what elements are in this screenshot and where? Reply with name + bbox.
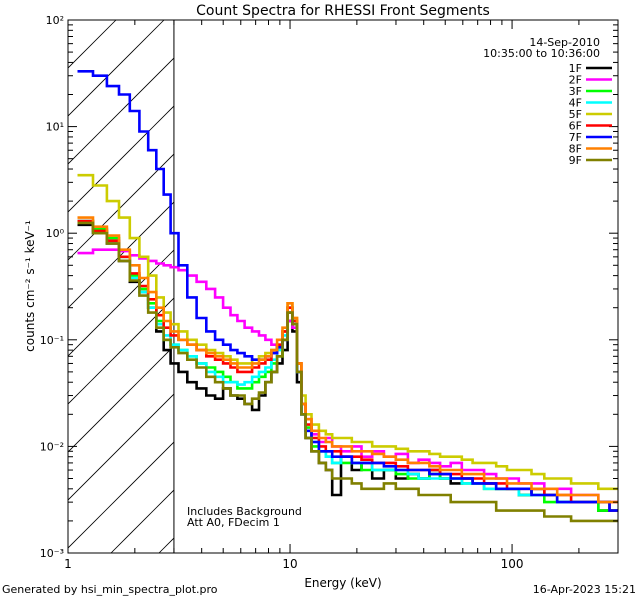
hatch-line [591,20,640,553]
legend-label-9f: 9F [569,154,582,167]
legend-label-1f: 1F [569,62,582,75]
y-tick-label: 10¹ [46,121,64,134]
legend-label-4f: 4F [569,97,582,110]
hatch-line [68,249,174,357]
y-tick-label: 10⁰ [46,227,65,240]
series-line-8f [77,216,618,504]
legend-label-8f: 8F [569,143,582,156]
hatch-line [68,201,174,309]
series-layer [77,70,618,523]
chart-title: Count Spectra for RHESSI Front Segments [196,3,490,19]
series-line-1f [77,223,618,512]
y-tick-label: 10⁻³ [40,547,64,560]
footer-timestamp: 16-Apr-2023 15:21 [532,583,636,596]
hatch-line [68,20,117,69]
date-label: 14-Sep-2010 [529,36,600,49]
x-tick-label: 100 [501,557,524,571]
hatch-line [68,105,174,213]
series-line-2f [77,248,618,504]
y-axis-label: counts cm⁻² s⁻¹ keV⁻¹ [23,220,37,352]
hatch-line [110,489,174,553]
background-hatch-region [68,20,640,553]
legend-label-3f: 3F [569,85,582,98]
x-tick-label: 10 [282,557,297,571]
hatch-line [68,20,165,117]
time-range-label: 10:35:00 to 10:36:00 [483,47,600,60]
hatch-line [68,345,174,453]
y-tick-label: 10⁻¹ [40,334,64,347]
y-tick-label: 10² [46,14,64,27]
hatch-line [68,393,174,501]
hatch-line [543,20,640,553]
x-axis-label: Energy (keV) [304,576,381,590]
x-tick-label: 1 [64,557,72,571]
annotation-background: Includes Background [187,505,302,518]
hatch-line [68,441,174,549]
axis-layer: 1 10 100 10⁻³ 10⁻² 10⁻¹ 10⁰ 10¹ 10² [40,14,619,571]
plot-frame [67,19,619,554]
series-line-7f [77,70,618,512]
y-tick-label: 10⁻² [40,440,64,453]
annotation-attenuator: Att A0, FDecim 1 [187,516,280,529]
legend-label-6f: 6F [569,120,582,133]
footer-generated-by: Generated by hsi_min_spectra_plot.pro [2,583,218,596]
hatch-line [68,57,174,165]
legend-label-2f: 2F [569,74,582,87]
hatch-line [68,153,174,261]
legend-label-5f: 5F [569,108,582,121]
legend-label-7f: 7F [569,131,582,144]
series-line-9f [77,221,618,523]
